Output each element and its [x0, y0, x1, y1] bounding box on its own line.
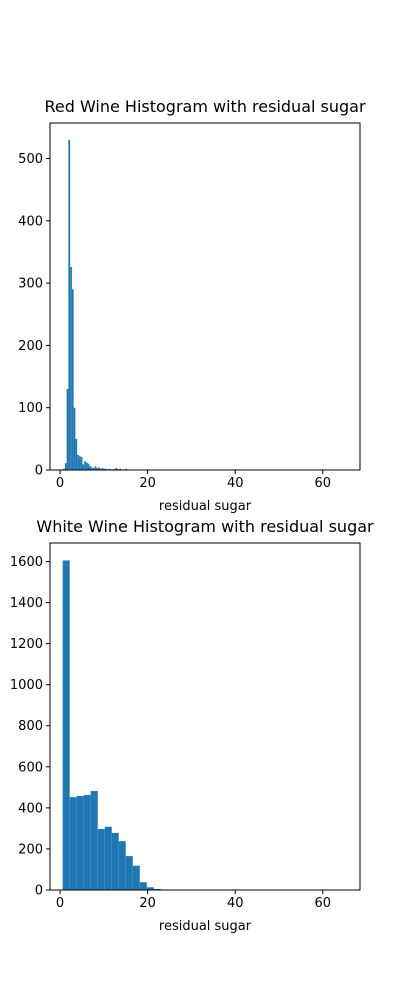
white-wine-y-tick-label: 1200 — [10, 637, 43, 652]
white-wine-bar — [83, 794, 91, 890]
white-wine-bar — [146, 887, 154, 890]
red-wine-y-tick-label: 300 — [18, 277, 43, 292]
white-wine-x-axis: 0 20 40 60 — [56, 890, 331, 911]
white-wine-bar — [97, 829, 105, 890]
red-wine-bar — [77, 455, 79, 470]
red-wine-x-axis-label: residual sugar — [159, 499, 252, 514]
red-wine-bar — [75, 438, 78, 470]
red-wine-bar — [94, 466, 97, 470]
white-wine-x-tick-label: 40 — [227, 896, 244, 911]
red-wine-bar — [80, 456, 83, 470]
white-wine-bar — [153, 888, 161, 890]
red-wine-bar — [91, 467, 93, 470]
red-wine-bar — [70, 266, 72, 470]
red-wine-bar — [108, 468, 111, 470]
red-wine-chart-title: Red Wine Histogram with residual sugar — [44, 97, 366, 116]
white-wine-bar — [118, 841, 126, 890]
white-wine-bar — [76, 795, 84, 890]
red-wine-bar — [71, 289, 74, 470]
red-wine-x-tick-label: 20 — [139, 476, 156, 491]
white-wine-y-tick-label: 400 — [18, 801, 43, 816]
red-wine-bar — [96, 468, 99, 470]
white-wine-y-tick-label: 200 — [18, 842, 43, 857]
white-wine-bar — [132, 865, 140, 890]
white-wine-bar — [90, 791, 98, 890]
white-wine-x-tick-label: 0 — [56, 896, 64, 911]
red-wine-bar — [105, 468, 107, 470]
red-wine-bar — [63, 468, 65, 470]
white-wine-y-tick-label: 1000 — [10, 678, 43, 693]
white-wine-y-tick-label: 1600 — [10, 555, 43, 570]
red-wine-x-tick-label: 40 — [227, 476, 244, 491]
white-wine-bar — [139, 882, 147, 890]
white-wine-bar — [69, 797, 77, 890]
red-wine-x-axis: 0 20 40 60 — [56, 470, 331, 491]
red-wine-y-tick-label: 0 — [35, 464, 43, 479]
red-wine-bar — [99, 468, 102, 470]
red-wine-histogram-panel: Red Wine Histogram with residual sugar 0… — [18, 97, 366, 514]
red-wine-bars — [63, 139, 128, 470]
white-wine-bar — [104, 826, 112, 890]
red-wine-bar — [89, 466, 92, 470]
red-wine-x-tick-label: 60 — [315, 476, 332, 491]
red-wine-bar — [115, 468, 118, 470]
white-wine-chart-title: White Wine Histogram with residual sugar — [36, 517, 374, 536]
white-wine-y-tick-label: 600 — [18, 760, 43, 775]
red-wine-plot-frame — [49, 122, 361, 471]
red-wine-bar — [119, 468, 121, 470]
white-wine-y-axis: 0 200 400 600 800 1000 1200 1400 1600 — [10, 555, 50, 899]
red-wine-y-tick-label: 500 — [18, 152, 43, 167]
white-wine-y-tick-label: 0 — [35, 884, 43, 899]
red-wine-y-tick-label: 400 — [18, 214, 43, 229]
red-wine-bar — [101, 468, 104, 470]
white-wine-x-tick-label: 60 — [315, 896, 332, 911]
red-wine-bar — [68, 139, 71, 470]
white-wine-bar — [125, 856, 133, 890]
red-wine-bar — [113, 468, 116, 470]
red-wine-y-tick-label: 200 — [18, 339, 43, 354]
red-wine-bar — [87, 463, 90, 470]
white-wine-x-tick-label: 20 — [139, 896, 156, 911]
white-wine-bar — [62, 560, 70, 890]
red-wine-bar — [66, 389, 69, 470]
red-wine-bar — [64, 463, 67, 470]
red-wine-bar — [78, 456, 81, 470]
white-wine-histogram-panel: White Wine Histogram with residual sugar… — [10, 517, 374, 934]
white-wine-y-tick-label: 800 — [18, 719, 43, 734]
red-wine-bar — [92, 468, 95, 470]
red-wine-y-axis: 0 100 200 300 400 500 — [18, 152, 50, 479]
red-wine-bar — [85, 462, 88, 470]
red-wine-bar — [84, 461, 86, 470]
white-wine-bar — [111, 832, 119, 890]
red-wine-bar — [103, 468, 106, 470]
red-wine-bar — [73, 407, 76, 470]
white-wine-y-tick-label: 1400 — [10, 596, 43, 611]
red-wine-bar — [82, 464, 85, 470]
red-wine-y-tick-label: 100 — [18, 401, 43, 416]
white-wine-bars — [62, 560, 345, 890]
red-wine-x-tick-label: 0 — [56, 476, 64, 491]
red-wine-bar — [98, 467, 100, 470]
red-wine-bar — [125, 468, 128, 470]
white-wine-plot-frame — [49, 542, 361, 891]
white-wine-x-axis-label: residual sugar — [159, 919, 252, 934]
